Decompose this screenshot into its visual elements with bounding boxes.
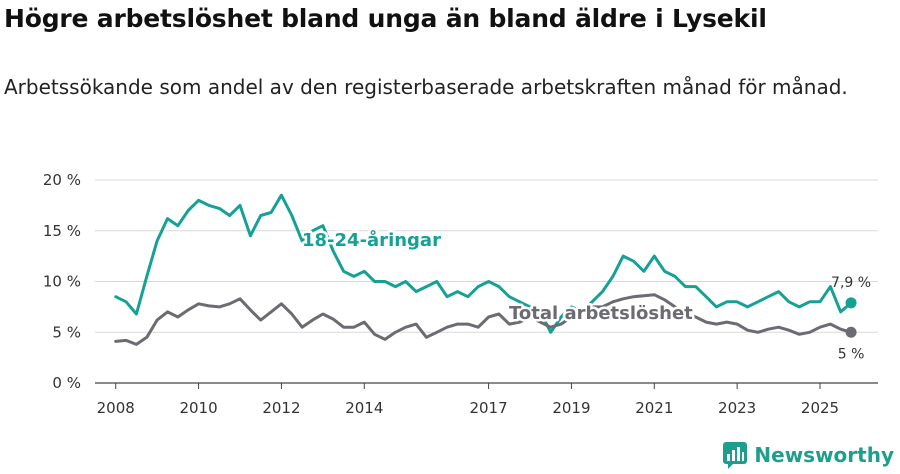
x-tick-label: 2014 — [345, 399, 383, 417]
x-tick-label: 2019 — [552, 399, 590, 417]
x-tick-label: 2010 — [179, 399, 217, 417]
youth-end-label: 7,9 % — [831, 275, 871, 291]
chart-subtitle: Arbetssökande som andel av den registerb… — [4, 75, 848, 99]
x-tick-label: 2017 — [469, 399, 507, 417]
youth-series-label: 18-24-åringar — [302, 229, 441, 251]
y-tick-label: 10 % — [43, 273, 81, 291]
y-tick-label: 20 % — [43, 171, 81, 189]
youth-end-point — [845, 297, 857, 309]
x-tick-label: 2008 — [97, 399, 135, 417]
newsworthy-logo: Newsworthy — [722, 440, 894, 470]
x-tick-label: 2023 — [718, 399, 756, 417]
total-end-point — [845, 326, 857, 338]
chart-title: Högre arbetslöshet bland unga än bland ä… — [4, 4, 767, 33]
x-tick-label: 2021 — [635, 399, 673, 417]
y-tick-label: 0 % — [52, 374, 81, 392]
total-end-label: 5 % — [838, 346, 865, 362]
newsworthy-logo-text: Newsworthy — [754, 443, 894, 467]
newsworthy-logo-icon — [723, 442, 748, 469]
total-series-label: Total arbetslöshet — [509, 303, 693, 324]
series-line-total — [114, 293, 853, 346]
x-tick-label: 2012 — [262, 399, 300, 417]
y-tick-label: 5 % — [52, 323, 81, 341]
line-chart: 0 % 5 % 10 % 15 % 20 % 2008 2010 2012 2014 2017 20… — [43, 171, 878, 417]
series-line-youth — [114, 193, 853, 334]
y-tick-label: 15 % — [43, 222, 81, 240]
x-tick-label: 2025 — [801, 399, 839, 417]
